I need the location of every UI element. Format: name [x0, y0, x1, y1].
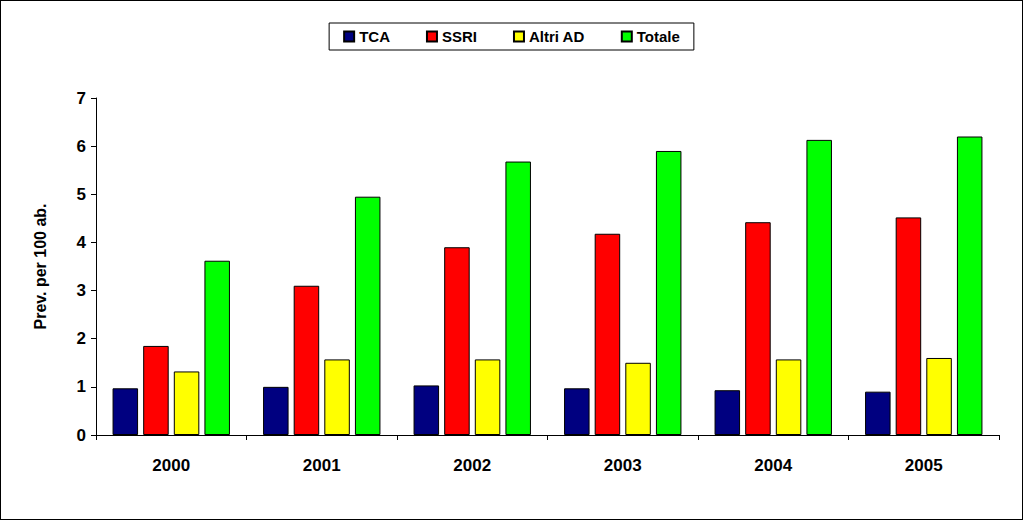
- svg-text:2003: 2003: [604, 456, 642, 475]
- svg-text:Totale: Totale: [637, 28, 680, 45]
- svg-text:3: 3: [77, 281, 86, 300]
- svg-text:6: 6: [77, 137, 86, 156]
- svg-text:2005: 2005: [905, 456, 943, 475]
- svg-text:2: 2: [77, 329, 86, 348]
- svg-text:2002: 2002: [453, 456, 491, 475]
- svg-text:2000: 2000: [152, 456, 190, 475]
- svg-text:1: 1: [77, 377, 86, 396]
- svg-text:2001: 2001: [303, 456, 341, 475]
- svg-text:2004: 2004: [754, 456, 792, 475]
- svg-text:5: 5: [77, 185, 86, 204]
- svg-text:SSRI: SSRI: [442, 28, 477, 45]
- svg-text:TCA: TCA: [359, 28, 390, 45]
- svg-text:0: 0: [77, 426, 86, 445]
- svg-text:Altri AD: Altri AD: [529, 28, 584, 45]
- svg-text:Prev. per 100 ab.: Prev. per 100 ab.: [32, 204, 49, 330]
- svg-text:4: 4: [77, 233, 87, 252]
- svg-text:7: 7: [77, 89, 86, 108]
